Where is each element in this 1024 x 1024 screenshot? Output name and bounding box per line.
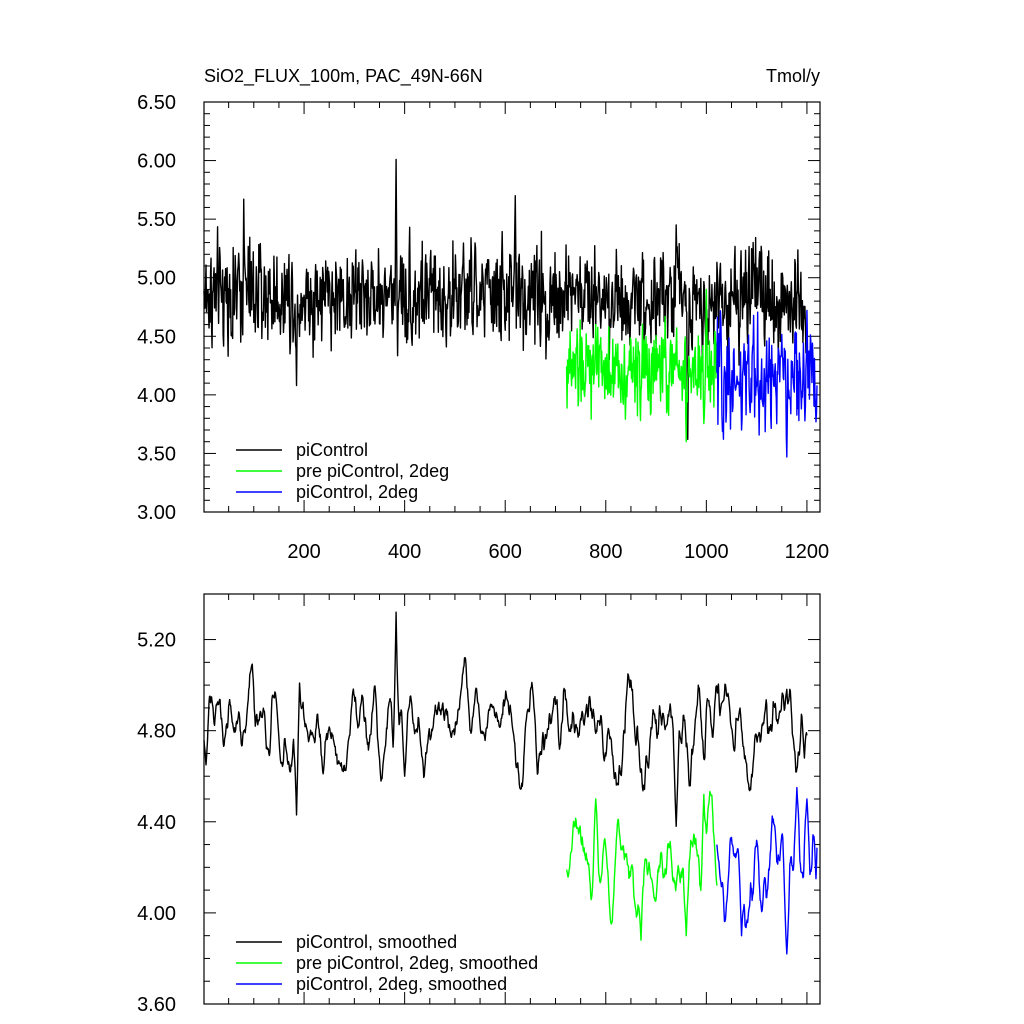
top-x-tick-label: 400 [388,541,421,563]
top-x-tick-label: 600 [489,541,522,563]
top-legend-label-0: piControl [296,440,368,460]
top-x-tick-label: 800 [589,541,622,563]
bottom-legend: piControl, smoothed pre piControl, 2deg,… [236,932,538,994]
bottom-panel: 3.60 4.00 4.40 4.80 5.20 piControl, smoothed… [137,593,821,1016]
bottom-series-line-pre-picontrol-2deg-smoothed [565,790,718,941]
bottom-legend-label-1: pre piControl, 2deg, smoothed [296,953,538,973]
top-legend-label-2: piControl, 2deg [296,482,418,502]
top-legend-label-1: pre piControl, 2deg [296,461,449,481]
bottom-y-tick-label: 5.20 [137,630,176,652]
top-panel: SiO2_FLUX_100m, PAC_49N-66N Tmol/y 3.003… [137,66,829,563]
bottom-y-tick-label: 4.40 [137,812,176,834]
top-y-tick-label: 5.50 [137,209,176,231]
bottom-y-tick-label: 4.00 [137,903,176,925]
top-y-tick-label: 4.50 [137,326,176,348]
bottom-y-tick-label: 3.60 [137,994,176,1016]
bottom-series-line-picontrol-smoothed [203,611,808,828]
top-y-tick-label: 6.50 [137,92,176,114]
top-chart-title: SiO2_FLUX_100m, PAC_49N-66N [204,66,483,87]
top-y-tick-label: 4.00 [137,385,176,407]
top-x-tick-label: 1200 [785,541,830,563]
bottom-axis-ticks: 3.60 4.00 4.40 4.80 5.20 [137,594,820,1016]
top-series-group [203,158,818,458]
top-series-line-picontrol-2deg [716,309,818,458]
bottom-legend-label-0: piControl, smoothed [296,932,457,952]
top-axis-ticks: 3.00 3.50 4.00 4.50 5.00 5.50 6.00 6.50 200 400 60… [137,92,829,563]
bottom-series-group [203,611,818,955]
top-x-tick-label: 200 [287,541,320,563]
top-y-tick-label: 3.00 [137,502,176,524]
top-y-tick-label: 6.00 [137,151,176,173]
top-y-tick-label: 3.50 [137,443,176,465]
bottom-legend-label-2: piControl, 2deg, smoothed [296,974,507,994]
bottom-y-tick-label: 4.80 [137,721,176,743]
top-series-line-pre-picontrol-2deg [565,288,718,443]
top-legend: piControl pre piControl, 2deg piControl,… [236,440,449,502]
bottom-series-line-picontrol-2deg-smoothed [716,786,818,955]
top-y-tick-label: 5.00 [137,268,176,290]
top-x-tick-label: 1000 [684,541,729,563]
top-chart-units: Tmol/y [766,66,820,86]
